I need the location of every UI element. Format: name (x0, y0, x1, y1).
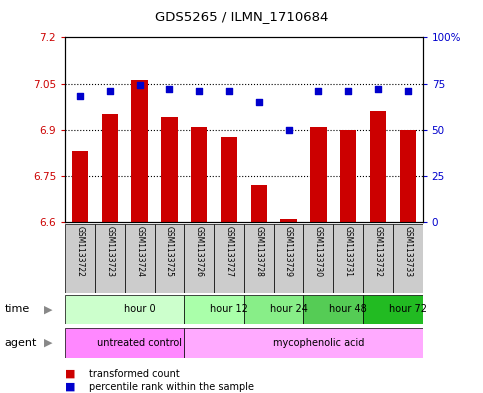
Text: untreated control: untreated control (97, 338, 182, 348)
Text: hour 12: hour 12 (210, 305, 248, 314)
Point (374, 86, 382, 92)
Bar (393, 224, 423, 293)
Bar (333, 224, 363, 293)
Point (285, 127, 293, 133)
Bar (303, 295, 363, 324)
Text: hour 48: hour 48 (329, 305, 367, 314)
Bar (370, 111, 386, 222)
Bar (399, 130, 416, 222)
Bar (155, 224, 185, 293)
Bar (244, 295, 303, 324)
Bar (303, 224, 333, 293)
Bar (274, 224, 303, 293)
Text: GSM1133727: GSM1133727 (225, 226, 233, 277)
Text: GSM1133723: GSM1133723 (105, 226, 114, 277)
Point (225, 88, 233, 94)
Text: agent: agent (5, 338, 37, 348)
Bar (185, 295, 244, 324)
Bar (363, 295, 423, 324)
Bar (185, 328, 423, 358)
Bar (65, 224, 95, 293)
Bar (72, 151, 88, 222)
Bar (65, 328, 185, 358)
Text: GSM1133731: GSM1133731 (344, 226, 353, 277)
Bar (310, 127, 327, 222)
Bar (65, 295, 185, 324)
Point (255, 99, 263, 105)
Bar (161, 118, 178, 222)
Text: GSM1133726: GSM1133726 (195, 226, 204, 277)
Bar (185, 224, 214, 293)
Bar (95, 224, 125, 293)
Text: GSM1133722: GSM1133722 (76, 226, 85, 277)
Text: mycophenolic acid: mycophenolic acid (273, 338, 364, 348)
Bar (251, 185, 267, 222)
Text: hour 0: hour 0 (124, 305, 156, 314)
Bar (131, 81, 148, 222)
Point (136, 82, 143, 88)
Text: ▶: ▶ (44, 305, 53, 314)
Bar (191, 127, 207, 222)
Bar (340, 130, 356, 222)
Text: transformed count: transformed count (89, 369, 180, 379)
Text: GSM1133729: GSM1133729 (284, 226, 293, 277)
Bar (363, 224, 393, 293)
Text: GDS5265 / ILMN_1710684: GDS5265 / ILMN_1710684 (155, 10, 328, 23)
Text: ■: ■ (65, 382, 79, 392)
Point (314, 88, 322, 94)
Text: ▶: ▶ (44, 338, 53, 348)
Point (344, 88, 352, 94)
Text: hour 72: hour 72 (389, 305, 427, 314)
Point (106, 88, 114, 94)
Text: GSM1133728: GSM1133728 (255, 226, 263, 277)
Bar (281, 219, 297, 222)
Point (166, 86, 173, 92)
Bar (221, 138, 237, 222)
Text: ■: ■ (65, 369, 79, 379)
Bar (102, 114, 118, 222)
Text: GSM1133733: GSM1133733 (403, 226, 412, 277)
Text: GSM1133732: GSM1133732 (373, 226, 383, 277)
Text: hour 24: hour 24 (270, 305, 308, 314)
Bar (214, 224, 244, 293)
Point (195, 88, 203, 94)
Point (76, 93, 84, 99)
Text: percentile rank within the sample: percentile rank within the sample (89, 382, 255, 392)
Text: GSM1133724: GSM1133724 (135, 226, 144, 277)
Bar (125, 224, 155, 293)
Text: GSM1133730: GSM1133730 (314, 226, 323, 277)
Text: GSM1133725: GSM1133725 (165, 226, 174, 277)
Point (404, 88, 412, 94)
Bar (244, 224, 274, 293)
Text: time: time (5, 305, 30, 314)
